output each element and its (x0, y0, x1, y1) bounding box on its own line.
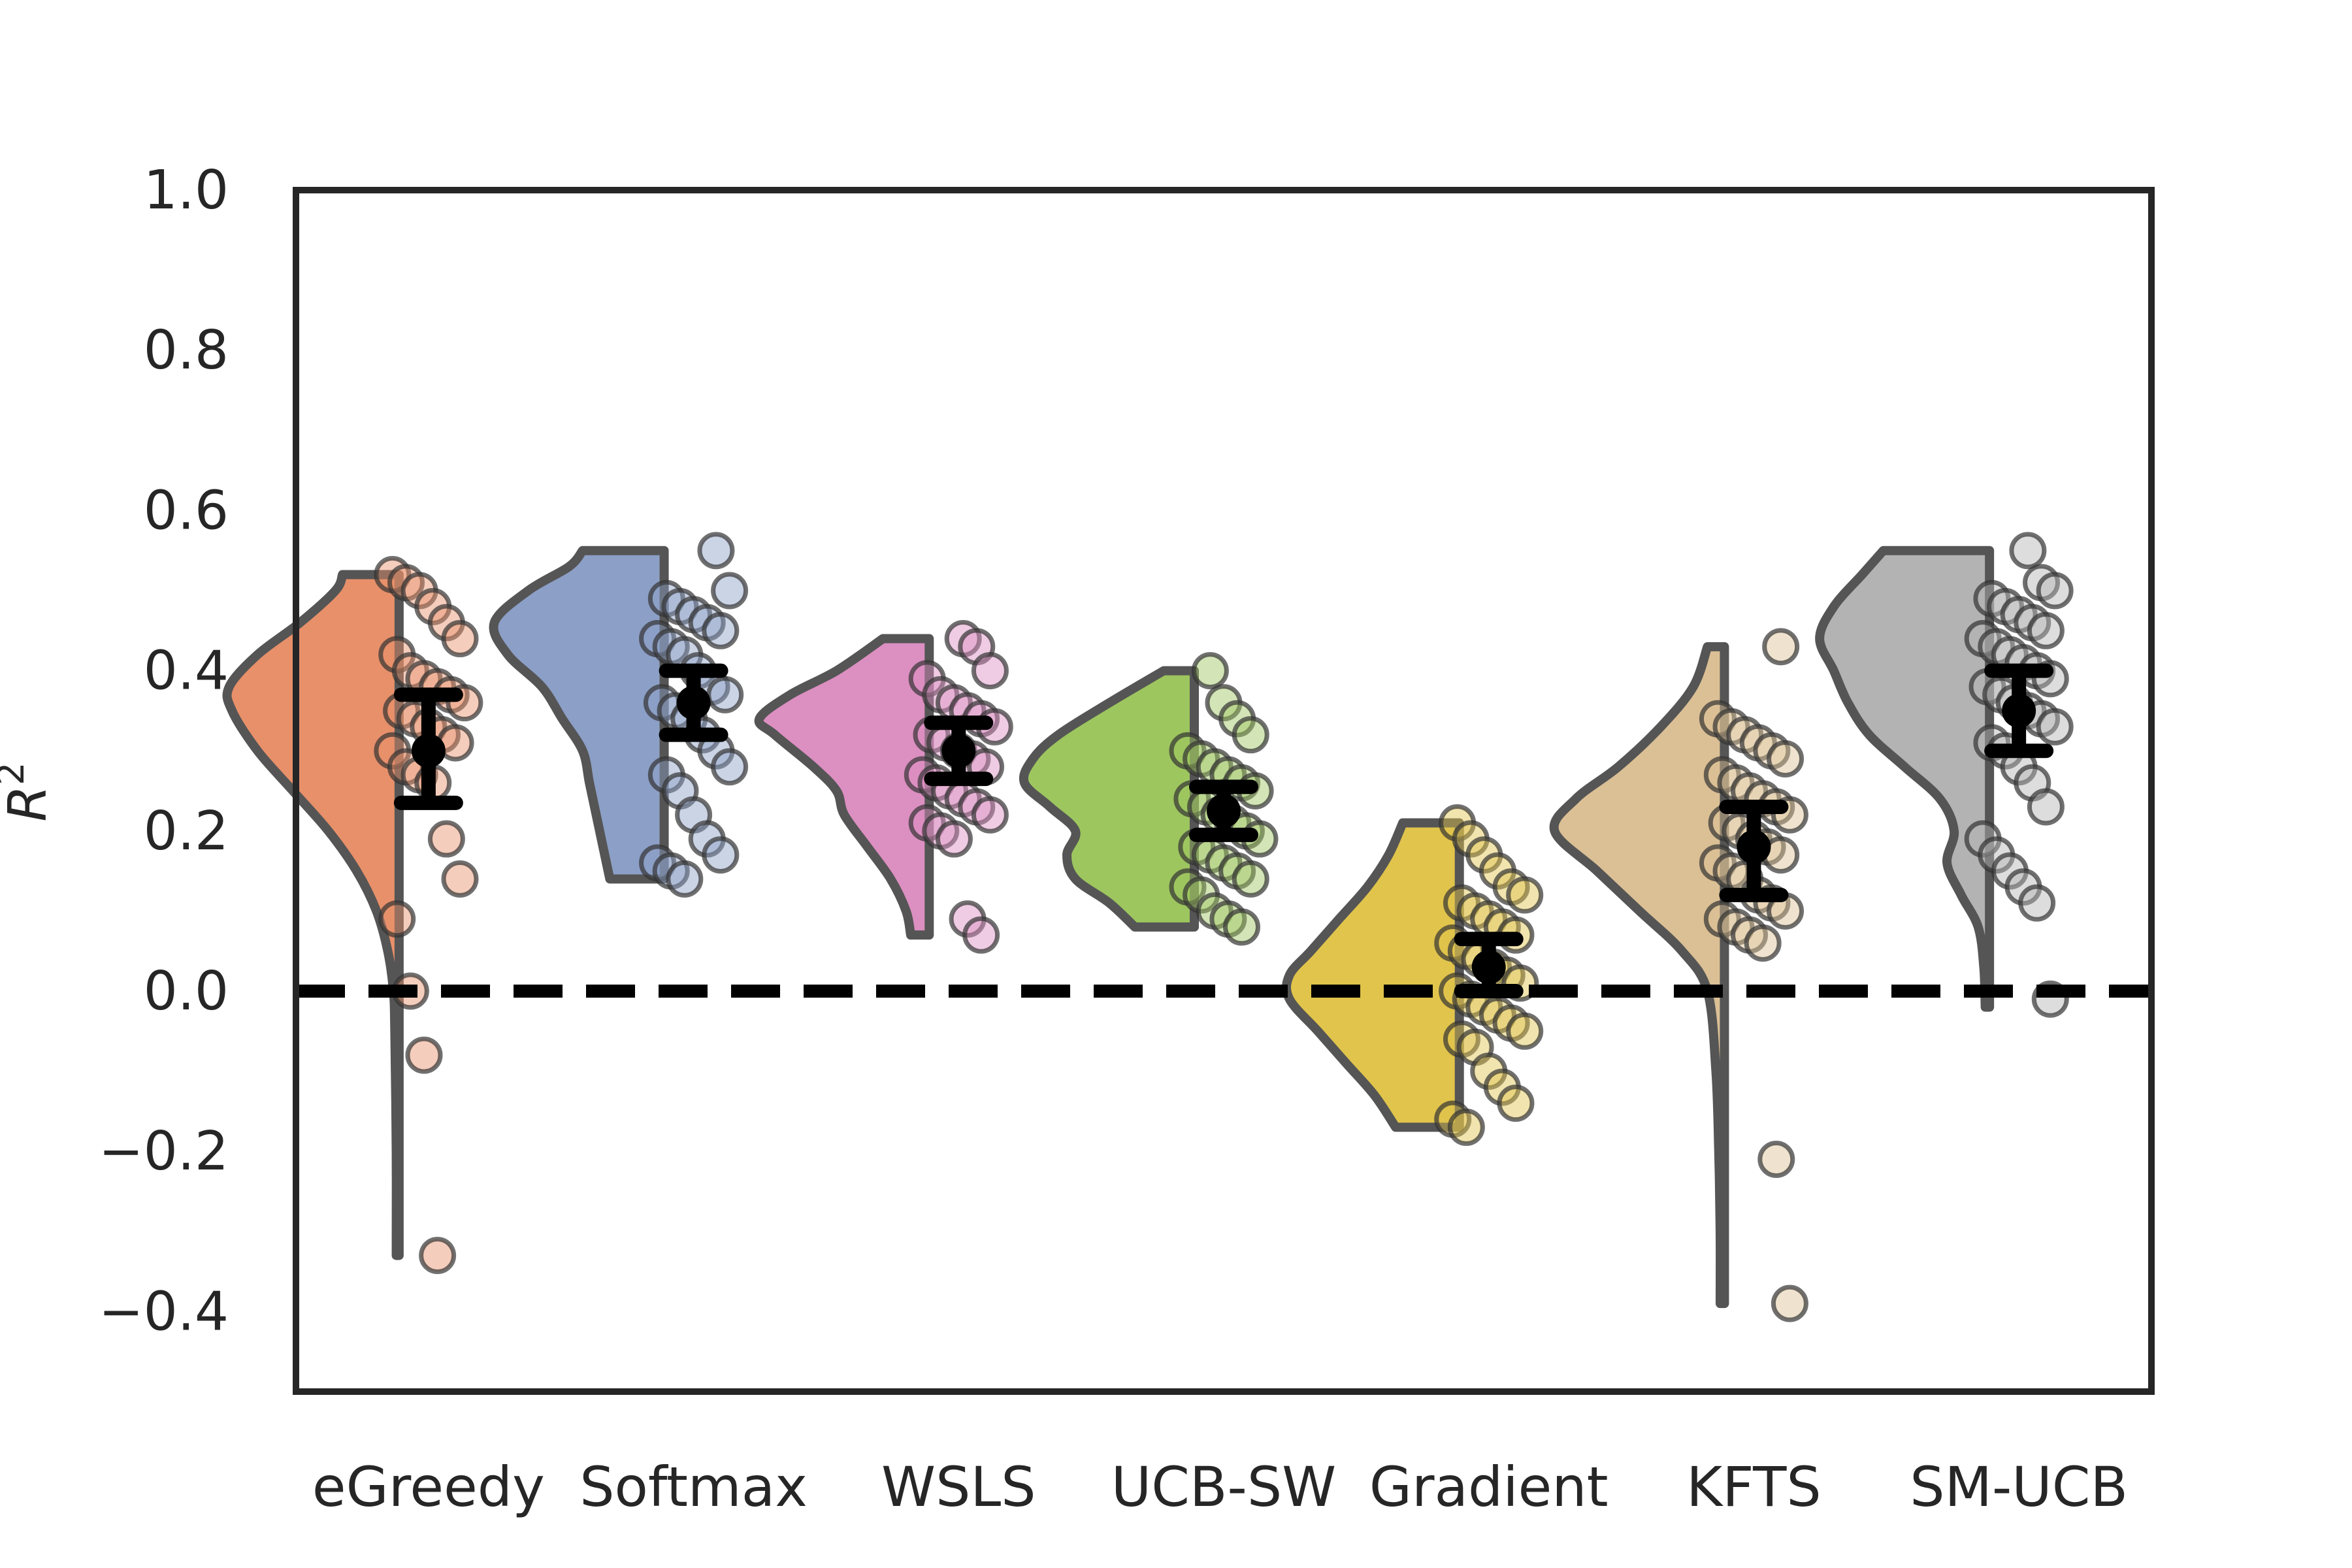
data-point (2027, 612, 2065, 649)
data-point (441, 620, 479, 658)
data-point (1744, 924, 1782, 962)
x-category-label: WSLS (881, 1455, 1036, 1519)
y-tick-label: 0.8 (144, 319, 229, 382)
data-point (711, 748, 749, 786)
data-point (1223, 908, 1260, 946)
data-point (2036, 708, 2074, 745)
density-cloud (489, 546, 669, 884)
data-point (427, 820, 465, 858)
mean-marker (1207, 794, 1241, 828)
data-point (702, 836, 740, 874)
y-tick-label: −0.2 (99, 1120, 229, 1183)
y-axis-label: R2 (0, 762, 58, 821)
density-cloud (1019, 666, 1199, 932)
mean-ci-errorbars (393, 663, 2054, 998)
x-axis-categories: eGreedy Softmax WSLS UCB-SW Gradient KFTS SM-U… (312, 1455, 2128, 1519)
data-point (405, 1036, 443, 1074)
data-point (1767, 740, 1805, 777)
mean-marker (1737, 830, 1771, 864)
data-point (2027, 788, 2065, 826)
data-point (2018, 884, 2056, 922)
x-category-label: Gradient (1369, 1455, 1609, 1519)
density-cloud (1815, 546, 1995, 1012)
y-tick-label: 0.4 (144, 640, 229, 702)
data-point (1232, 716, 1269, 754)
data-point (2009, 532, 2047, 570)
x-category-label: SM-UCB (1910, 1455, 2128, 1519)
density-cloud (222, 570, 404, 1260)
density-cloud (1281, 818, 1464, 1132)
y-tick-label: −0.4 (99, 1281, 229, 1343)
data-point (971, 796, 1009, 834)
mean-marker (1471, 950, 1506, 985)
density-cloud (754, 634, 934, 940)
x-category-label: KFTS (1686, 1455, 1821, 1519)
data-point (697, 532, 735, 570)
y-tick-label: 0.2 (144, 800, 229, 862)
data-point (1762, 628, 1800, 666)
y-axis-label-main: R (0, 785, 58, 822)
plot-frame (293, 187, 2155, 1395)
x-category-label: eGreedy (312, 1455, 545, 1519)
data-point (702, 612, 740, 649)
y-tick-label: 0.0 (144, 960, 229, 1022)
density-cloud (1549, 642, 1729, 1309)
x-category-label: Softmax (580, 1455, 808, 1519)
data-point (378, 900, 416, 938)
data-point (1497, 1085, 1535, 1122)
data-point (441, 860, 479, 898)
y-tick-label: 1.0 (144, 159, 229, 221)
data-point (1506, 1012, 1544, 1050)
y-tick-label: 0.6 (144, 480, 229, 542)
data-point (666, 860, 704, 898)
data-point (706, 676, 744, 713)
mean-marker (941, 734, 976, 768)
mean-marker (2002, 693, 2036, 728)
data-point (1232, 860, 1269, 898)
mean-marker (676, 685, 711, 720)
y-axis-ticks: 1.0 0.8 0.6 0.4 0.2 0.0 −0.2 −0.4 (99, 159, 229, 1343)
data-point (1757, 1140, 1795, 1178)
density-clouds (222, 546, 1995, 1309)
y-axis-label-superscript: 2 (0, 762, 33, 785)
x-category-label: UCB-SW (1111, 1455, 1336, 1519)
data-point (2036, 572, 2074, 610)
data-point (962, 916, 1000, 954)
data-point (1506, 876, 1544, 914)
data-point (711, 572, 749, 610)
data-point (971, 652, 1009, 690)
data-point (935, 820, 973, 858)
data-point (419, 1237, 457, 1275)
data-point (1447, 1108, 1485, 1146)
data-point (1771, 1284, 1808, 1322)
data-point (1191, 652, 1229, 690)
mean-marker (411, 734, 446, 768)
